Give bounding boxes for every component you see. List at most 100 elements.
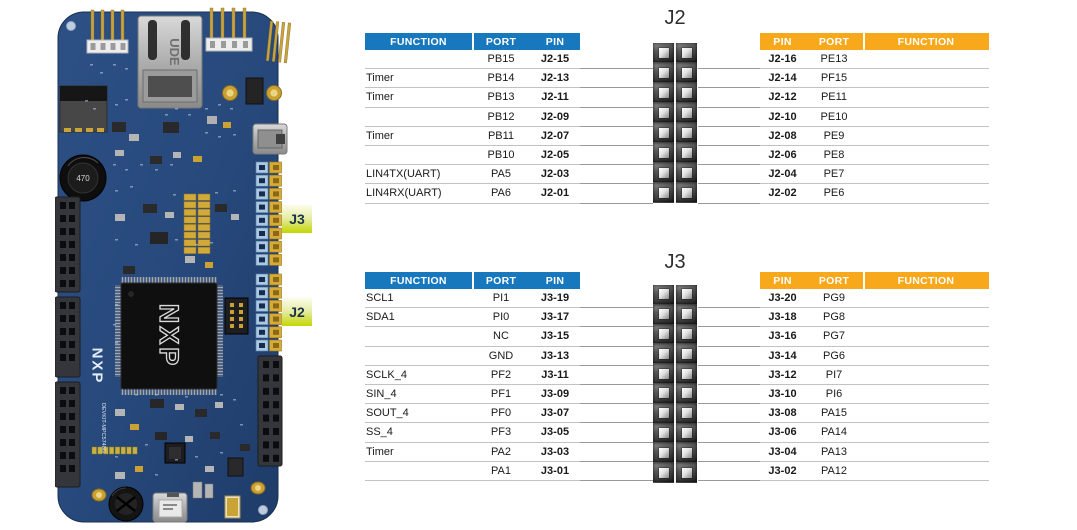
column-header-port: PORT [472, 272, 530, 289]
port-cell: NC [472, 327, 530, 347]
micro-usb-bottom [152, 492, 188, 523]
column-header-function: FUNCTION [365, 272, 472, 289]
leader-line [580, 385, 653, 405]
pin-contact [681, 127, 692, 138]
port-cell: PE13 [805, 50, 863, 70]
connector-pin [676, 285, 697, 305]
pin-cell: J3-02 [760, 462, 805, 481]
function-cell: Timer [365, 443, 472, 462]
leader-line [580, 69, 653, 89]
pin-contact [658, 187, 669, 198]
leader-line [580, 327, 653, 347]
pin-contact [658, 368, 669, 379]
function-cell: SS_4 [365, 423, 472, 443]
connector-pin [653, 324, 674, 345]
function-cell [863, 443, 989, 462]
board-photo: UDE [54, 4, 295, 528]
inductor: 470 [59, 154, 107, 202]
port-cell: PB11 [472, 127, 530, 146]
leader-line [698, 327, 760, 347]
pin-contact [658, 67, 669, 78]
function-cell [863, 385, 989, 405]
function-cell [863, 50, 989, 70]
port-cell: PI0 [472, 308, 530, 328]
pin-cell: J3-16 [760, 327, 805, 347]
function-cell: SDA1 [365, 308, 472, 328]
pin-contact [681, 309, 692, 320]
connector-pin [653, 364, 674, 384]
push-buttons [222, 77, 282, 105]
pin-cell: J2-02 [760, 184, 805, 204]
potentiometer [108, 486, 144, 522]
pin-cell: J3-19 [530, 289, 580, 309]
pin-contact [658, 309, 669, 320]
left-4pin-header [86, 9, 129, 54]
connector-pin [653, 103, 674, 123]
function-cell: LIN4TX(UART) [365, 165, 472, 185]
pin-row: Timer PB11 J2-07 J2-08 PE9 [365, 127, 989, 146]
function-cell [863, 69, 989, 89]
port-cell: PA14 [805, 423, 863, 443]
connector-pin [653, 463, 674, 483]
connector-pin [676, 403, 697, 424]
pin-contact [658, 147, 669, 158]
column-header-pin: PIN [530, 272, 580, 289]
pin-contact [681, 427, 692, 438]
column-header-port: PORT [472, 33, 530, 50]
pin-contact [681, 47, 692, 58]
function-cell [863, 347, 989, 366]
pin-row: Timer PB14 J2-13 J2-14 PF15 [365, 69, 989, 89]
connector-pin [676, 344, 697, 365]
connector-pin [676, 383, 697, 404]
port-cell: PF0 [472, 404, 530, 424]
rows: PB15 J2-15 J2-16 PE13 Timer PB14 J2-13 J2-14 PF1… [365, 50, 989, 204]
port-cell: PF15 [805, 69, 863, 89]
column-header-function: FUNCTION [365, 33, 472, 50]
pin-row: PB10 J2-05 J2-06 PE8 [365, 146, 989, 166]
pin-cell: J3-11 [530, 366, 580, 385]
port-cell: PF1 [472, 385, 530, 405]
pin-contact [658, 167, 669, 178]
table-header-row: FUNCTION PORT PIN PIN PORT FUNCTION [365, 272, 989, 289]
function-cell: SCLK_4 [365, 366, 472, 385]
port-cell: PI6 [805, 385, 863, 405]
pin-row: PA1 J3-01 J3-02 PA12 [365, 462, 989, 481]
pin-cell: J3-15 [530, 327, 580, 347]
pin-contact [681, 447, 692, 458]
port-cell: PA13 [805, 443, 863, 462]
port-cell: PB13 [472, 88, 530, 108]
function-cell: Timer [365, 127, 472, 146]
function-cell [863, 88, 989, 108]
port-cell: PG9 [805, 289, 863, 309]
port-cell: PI7 [805, 366, 863, 385]
pin-cell: J3-08 [760, 404, 805, 424]
pin-contact [658, 467, 669, 478]
ethernet-jack: UDE [137, 15, 203, 109]
port-cell: PF3 [472, 423, 530, 443]
connector-pin [653, 443, 674, 464]
leader-line [580, 50, 653, 70]
leader-line [580, 404, 653, 424]
pin-cell: J3-03 [530, 443, 580, 462]
port-cell: PE8 [805, 146, 863, 166]
pin-contact [658, 427, 669, 438]
connector-pin [676, 443, 697, 464]
function-cell [365, 146, 472, 166]
port-cell: PB15 [472, 50, 530, 70]
leader-line [580, 308, 653, 328]
connector-pin [653, 344, 674, 365]
header-spacer [580, 33, 653, 50]
port-cell: PE9 [805, 127, 863, 146]
column-header-port: PORT [805, 33, 863, 50]
connector-graphic [653, 285, 697, 483]
function-cell [863, 423, 989, 443]
board-callout-j3: J3 [282, 205, 312, 233]
connector-graphic [653, 43, 697, 203]
pin-contact [658, 87, 669, 98]
leader-line [580, 146, 653, 166]
leader-line [580, 423, 653, 443]
yellow-header [183, 193, 211, 254]
mcu-chip: NXP [115, 277, 223, 395]
connector-pin [653, 83, 674, 103]
pin-contact [658, 289, 669, 300]
